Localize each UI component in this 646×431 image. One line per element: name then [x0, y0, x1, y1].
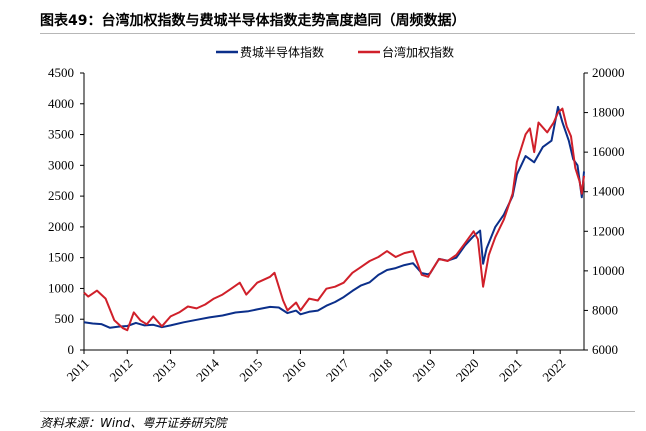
series-line-sox [83, 105, 585, 329]
x-tick-label: 2020 [453, 356, 482, 385]
left-tick-label: 3000 [48, 157, 74, 172]
right-tick-label: 6000 [592, 342, 618, 357]
left-tick-label: 1000 [48, 280, 74, 295]
source-divider [40, 411, 635, 412]
legend-item-sox: 费城半导体指数 [216, 45, 324, 60]
right-tick-label: 16000 [592, 144, 625, 159]
x-tick-label: 2013 [150, 356, 179, 385]
axes: 0 500 1000 1500 2000 2500 3000 3500 4000 4500 6000… [48, 65, 625, 385]
legend-label: 费城半导体指数 [240, 45, 324, 60]
left-tick-label: 3500 [48, 127, 74, 142]
x-tick-label: 2017 [323, 355, 352, 384]
left-tick-label: 4500 [48, 65, 74, 80]
x-tick-label: 2019 [409, 356, 438, 385]
source-note: 资料来源：Wind、粤开证券研究院 [40, 416, 227, 430]
x-tick-label: 2014 [193, 355, 222, 384]
title-divider [40, 33, 635, 34]
right-tick-label: 14000 [592, 184, 625, 199]
x-tick-label: 2018 [366, 356, 395, 385]
x-tick-label: 2012 [106, 356, 135, 385]
right-tick-label: 20000 [592, 65, 625, 80]
legend-item-taiex: 台湾加权指数 [358, 45, 454, 60]
right-tick-label: 8000 [592, 302, 618, 317]
left-tick-label: 2000 [48, 219, 74, 234]
x-tick-label: 2015 [236, 356, 265, 385]
x-tick-label: 2011 [63, 356, 92, 385]
left-tick-label: 4000 [48, 96, 74, 111]
chart-title: 图表49：台湾加权指数与费城半导体指数走势高度趋同（周频数据） [40, 13, 466, 29]
right-tick-label: 12000 [592, 223, 625, 238]
x-tick-label: 2016 [280, 355, 309, 384]
right-tick-label: 18000 [592, 105, 625, 120]
left-tick-label: 0 [68, 342, 75, 357]
left-tick-label: 1500 [48, 250, 74, 265]
left-tick-label: 500 [55, 311, 75, 326]
series-line-taiex [83, 107, 585, 332]
x-tick-label: 2022 [539, 356, 568, 385]
legend-label: 台湾加权指数 [382, 45, 454, 60]
series-lines [83, 105, 585, 332]
legend: 费城半导体指数 台湾加权指数 [216, 45, 454, 60]
right-tick-label: 10000 [592, 263, 625, 278]
x-tick-label: 2021 [496, 356, 525, 385]
left-tick-label: 2500 [48, 188, 74, 203]
